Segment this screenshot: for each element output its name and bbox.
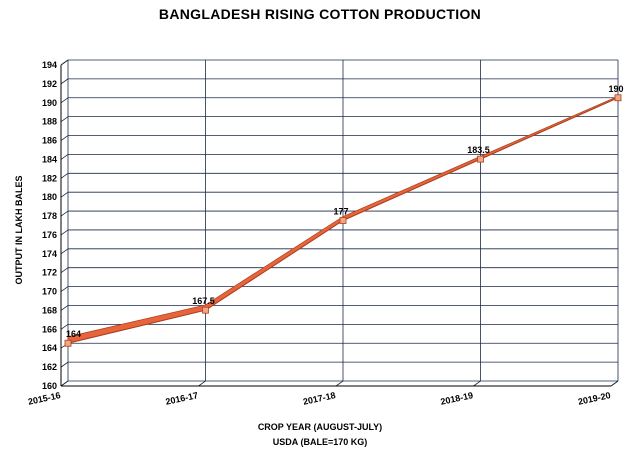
y-tick-label: 164	[42, 343, 57, 353]
y-tick-label: 194	[42, 60, 57, 70]
y-tick-label: 166	[42, 324, 57, 334]
data-point	[202, 306, 209, 314]
data-label: 190	[608, 84, 623, 94]
y-tick-label: 168	[42, 305, 57, 315]
y-tick-label: 180	[42, 192, 57, 202]
x-tick-label: 2016-17	[165, 390, 199, 407]
y-tick-label: 172	[42, 268, 57, 278]
x-axis-subtitle: USDA (BALE=170 KG)	[272, 437, 368, 447]
x-tick-label: 2017-18	[302, 390, 336, 407]
y-tick-label: 186	[42, 136, 57, 146]
data-label: 183.5	[467, 145, 490, 155]
series-layer	[64, 94, 622, 347]
y-tick-label: 174	[42, 249, 57, 259]
gridline-depth	[60, 324, 69, 330]
grid-layer	[60, 59, 619, 387]
y-tick-label: 182	[42, 173, 57, 183]
frame-edge	[610, 380, 619, 387]
y-tick-label: 176	[42, 230, 57, 240]
y-axis-title: OUTPUT IN LAKH BALES	[14, 176, 24, 285]
gridline-depth	[60, 154, 69, 160]
gridline-depth	[60, 229, 69, 236]
x-axis-title: CROP YEAR (AUGUST-JULY)	[257, 422, 383, 432]
frame-edge	[60, 59, 69, 66]
data-point	[64, 339, 72, 347]
data-point	[477, 155, 484, 163]
y-tick-label: 160	[42, 381, 57, 391]
y-tick-label: 178	[42, 211, 57, 221]
y-tick-label: 192	[42, 79, 57, 89]
gridline-depth	[60, 135, 69, 141]
gridline-floor	[60, 380, 69, 387]
y-tick-label: 188	[42, 117, 57, 127]
gridline-depth	[60, 267, 69, 274]
gridline-depth	[60, 361, 69, 368]
gridline-depth	[60, 286, 69, 292]
y-tick-label: 190	[42, 98, 57, 108]
chart-title: BANGLADESH RISING COTTON PRODUCTION	[158, 6, 482, 22]
x-tick-label: 2019-20	[577, 390, 611, 407]
gridline-depth	[60, 78, 69, 85]
data-point	[339, 217, 347, 224]
data-label: 167.5	[192, 296, 215, 306]
gridline-depth	[60, 97, 69, 104]
x-tick-label: 2015-16	[27, 390, 61, 407]
data-label: 164	[66, 329, 81, 339]
gridline-depth	[60, 210, 69, 217]
gridline-floor	[335, 380, 344, 387]
y-tick-label: 162	[42, 362, 57, 372]
gridline-depth	[60, 305, 69, 311]
gridline-floor	[473, 380, 481, 387]
y-tick-label: 170	[42, 287, 57, 297]
data-point	[614, 94, 622, 102]
gridline-depth	[60, 248, 69, 255]
gridline-depth	[60, 172, 69, 179]
gridline-floor	[198, 380, 206, 387]
y-tick-label: 184	[42, 154, 57, 164]
gridline-depth	[60, 191, 69, 198]
data-label: 177	[333, 207, 348, 217]
label-layer: 164 167.5 177 183.5 190	[66, 84, 624, 339]
x-tick-label: 2018-19	[440, 390, 474, 407]
gridline-depth	[60, 116, 69, 122]
